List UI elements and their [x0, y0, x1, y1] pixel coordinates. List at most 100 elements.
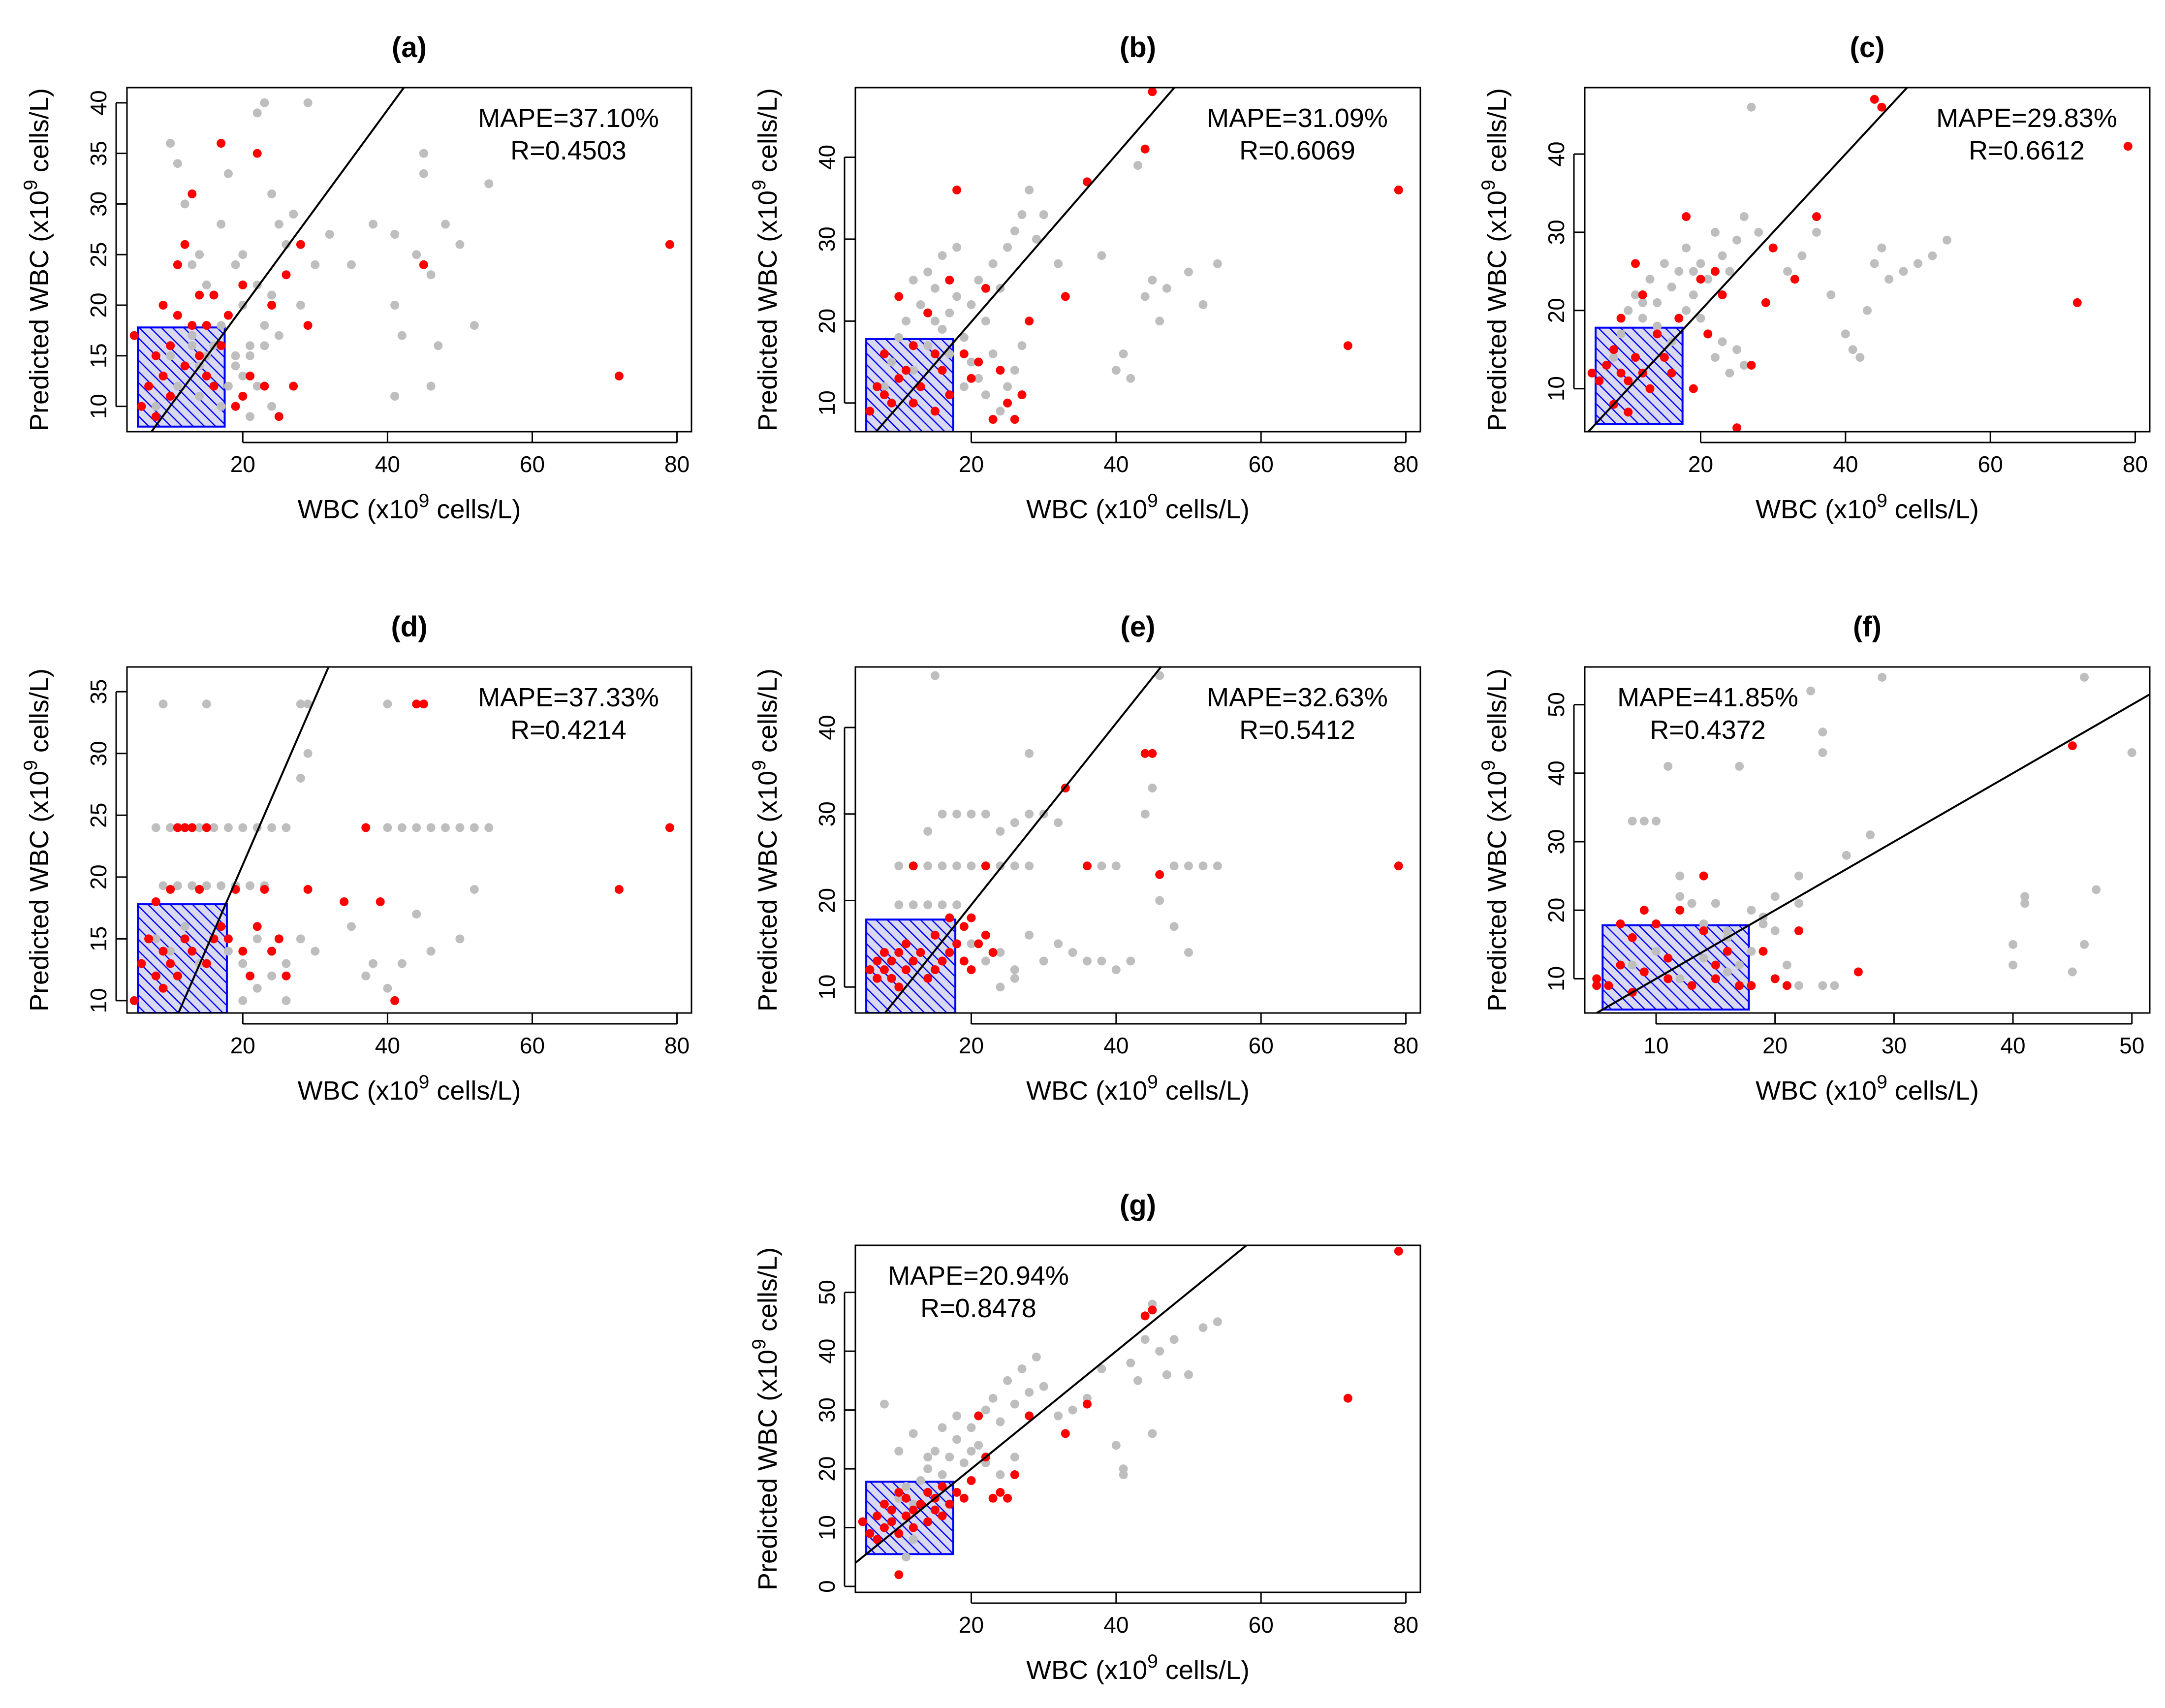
highlighted-point: [1711, 974, 1720, 983]
highlighted-point: [129, 996, 139, 1005]
highlighted-point: [1631, 353, 1640, 362]
highlighted-point: [959, 1493, 969, 1503]
data-point: [1025, 1388, 1034, 1397]
data-point: [1682, 243, 1691, 253]
panel-title: (d): [391, 611, 427, 643]
data-point: [195, 823, 204, 832]
data-point: [1718, 251, 1727, 260]
data-point: [1723, 967, 1732, 977]
highlighted-point: [902, 1493, 910, 1503]
data-point: [2008, 960, 2018, 970]
data-point: [1111, 861, 1121, 871]
data-point: [180, 922, 189, 931]
highlighted-point: [952, 186, 962, 194]
data-point: [967, 300, 976, 309]
data-point: [967, 1423, 976, 1432]
data-point: [426, 270, 436, 280]
y-tick-label: 30: [1543, 220, 1569, 245]
panel-title: (c): [1850, 32, 1885, 63]
data-point: [412, 250, 421, 259]
data-point: [1213, 861, 1222, 871]
data-point: [238, 996, 248, 1005]
highlighted-point: [916, 948, 925, 957]
highlighted-point: [1770, 974, 1780, 983]
data-point: [930, 1447, 940, 1456]
data-point: [1017, 1364, 1027, 1373]
data-point: [1675, 974, 1685, 983]
highlighted-point: [916, 1499, 925, 1509]
highlighted-point: [267, 947, 277, 956]
data-point: [282, 823, 291, 832]
data-point: [879, 1399, 889, 1409]
data-point: [887, 357, 896, 367]
data-point: [1119, 1470, 1128, 1479]
highlighted-point: [158, 371, 168, 380]
data-point: [217, 402, 226, 411]
y-tick-label: 30: [814, 1397, 840, 1423]
data-point: [1184, 861, 1193, 871]
highlighted-point: [1604, 981, 1613, 990]
highlighted-point: [1061, 292, 1070, 301]
data-point: [419, 169, 428, 178]
data-point: [1010, 965, 1019, 975]
data-point: [252, 381, 262, 391]
data-point: [296, 934, 305, 944]
data-point: [1794, 899, 1803, 908]
data-point: [1699, 919, 1708, 928]
highlighted-point: [188, 823, 197, 832]
data-point: [923, 267, 933, 277]
data-point: [1140, 292, 1150, 301]
highlighted-point: [158, 301, 168, 310]
data-point: [1711, 899, 1720, 908]
data-point: [1783, 267, 1792, 276]
highlighted-point: [894, 948, 904, 957]
highlighted-point: [1025, 316, 1034, 326]
highlighted-point: [873, 382, 882, 391]
highlighted-point: [894, 1529, 904, 1538]
y-tick-label: 15: [86, 343, 111, 368]
data-point: [974, 1441, 983, 1450]
regression-line: [177, 667, 330, 1013]
highlighted-point: [1689, 384, 1698, 393]
data-point: [967, 809, 976, 819]
y-tick-label: 30: [814, 801, 840, 826]
y-tick-label: 10: [1543, 966, 1569, 991]
highlighted-point: [1663, 953, 1673, 963]
data-point: [996, 982, 1005, 992]
highlighted-point: [879, 1499, 889, 1509]
data-point: [426, 381, 436, 391]
highlighted-point: [2123, 142, 2133, 151]
data-point: [1841, 329, 1850, 339]
data-point: [1624, 306, 1633, 315]
highlighted-point: [902, 939, 910, 949]
x-tick-label: 60: [520, 1033, 545, 1058]
data-point: [1133, 1376, 1142, 1385]
data-point: [267, 971, 277, 981]
data-point: [967, 1447, 976, 1456]
data-point: [1653, 321, 1662, 331]
highlighted-point: [252, 149, 262, 158]
data-point: [1111, 965, 1121, 975]
data-point: [1653, 298, 1662, 307]
highlighted-point: [945, 390, 954, 400]
highlighted-point: [217, 139, 226, 148]
highlighted-point: [959, 956, 969, 966]
data-point: [390, 230, 400, 239]
highlighted-point: [1768, 243, 1778, 253]
data-point: [1747, 102, 1756, 112]
highlighted-point: [223, 311, 233, 320]
r-annotation: R=0.4214: [510, 715, 627, 745]
data-point: [1652, 817, 1661, 826]
data-point: [959, 333, 969, 342]
data-point: [923, 341, 933, 350]
highlighted-point: [1017, 390, 1027, 400]
highlighted-point: [376, 897, 385, 906]
data-point: [1710, 227, 1720, 237]
data-point: [419, 149, 428, 158]
data-point: [1826, 290, 1836, 299]
data-point: [303, 749, 313, 758]
highlighted-point: [1010, 415, 1019, 424]
highlighted-point: [246, 371, 254, 380]
highlighted-point: [303, 885, 313, 894]
normal-range-box: [865, 918, 957, 1013]
